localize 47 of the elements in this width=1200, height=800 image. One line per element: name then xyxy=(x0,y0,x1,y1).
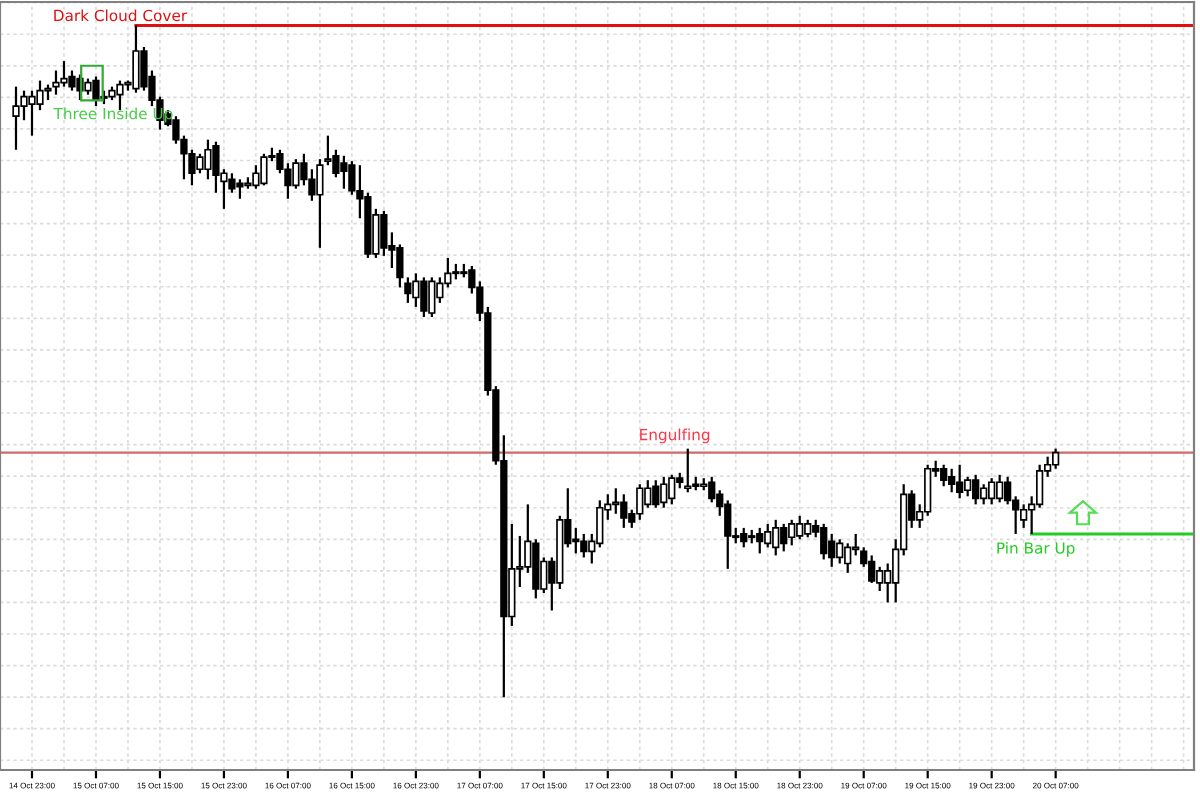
candlestick xyxy=(972,473,980,506)
candlestick xyxy=(764,522,772,549)
candlestick xyxy=(1052,447,1060,470)
candlestick xyxy=(844,542,852,574)
candlestick xyxy=(68,69,76,92)
candlestick xyxy=(28,89,36,137)
candlestick xyxy=(708,475,716,504)
candlestick xyxy=(260,152,268,187)
candlestick xyxy=(196,152,204,175)
candlestick xyxy=(236,178,244,200)
candlestick xyxy=(420,276,428,319)
candlestick xyxy=(1004,475,1012,506)
candlestick xyxy=(92,75,100,108)
candlestick xyxy=(132,24,140,94)
candlestick xyxy=(996,473,1004,504)
candlestick xyxy=(868,554,876,585)
candlestick xyxy=(60,59,68,88)
candlestick xyxy=(820,522,828,561)
candlestick xyxy=(988,477,996,506)
candlestick xyxy=(796,514,804,541)
candlestick xyxy=(204,138,212,181)
candlestick xyxy=(772,518,780,557)
candlestick xyxy=(948,467,956,494)
candlestick xyxy=(340,154,348,190)
candlestick xyxy=(52,69,60,96)
candlestick xyxy=(828,532,836,568)
candlestick xyxy=(788,518,796,547)
candlestick xyxy=(572,526,580,555)
candlestick xyxy=(740,526,748,549)
candlestick xyxy=(668,473,676,506)
candlestick xyxy=(684,447,692,494)
candlestick xyxy=(1020,503,1028,529)
candlestick xyxy=(980,483,988,506)
candlestick xyxy=(620,493,628,529)
candlestick xyxy=(660,475,668,509)
candlestick xyxy=(12,85,20,151)
candlestick xyxy=(956,463,964,500)
candlestick xyxy=(636,483,644,521)
candlestick xyxy=(780,522,788,553)
candlestick xyxy=(580,532,588,559)
candlestick xyxy=(940,463,948,488)
candlestick xyxy=(644,479,652,509)
candlestick xyxy=(836,538,844,565)
candlestick xyxy=(412,272,420,309)
candlestick xyxy=(756,526,764,555)
candlestick xyxy=(428,276,436,319)
candlestick xyxy=(652,479,660,509)
